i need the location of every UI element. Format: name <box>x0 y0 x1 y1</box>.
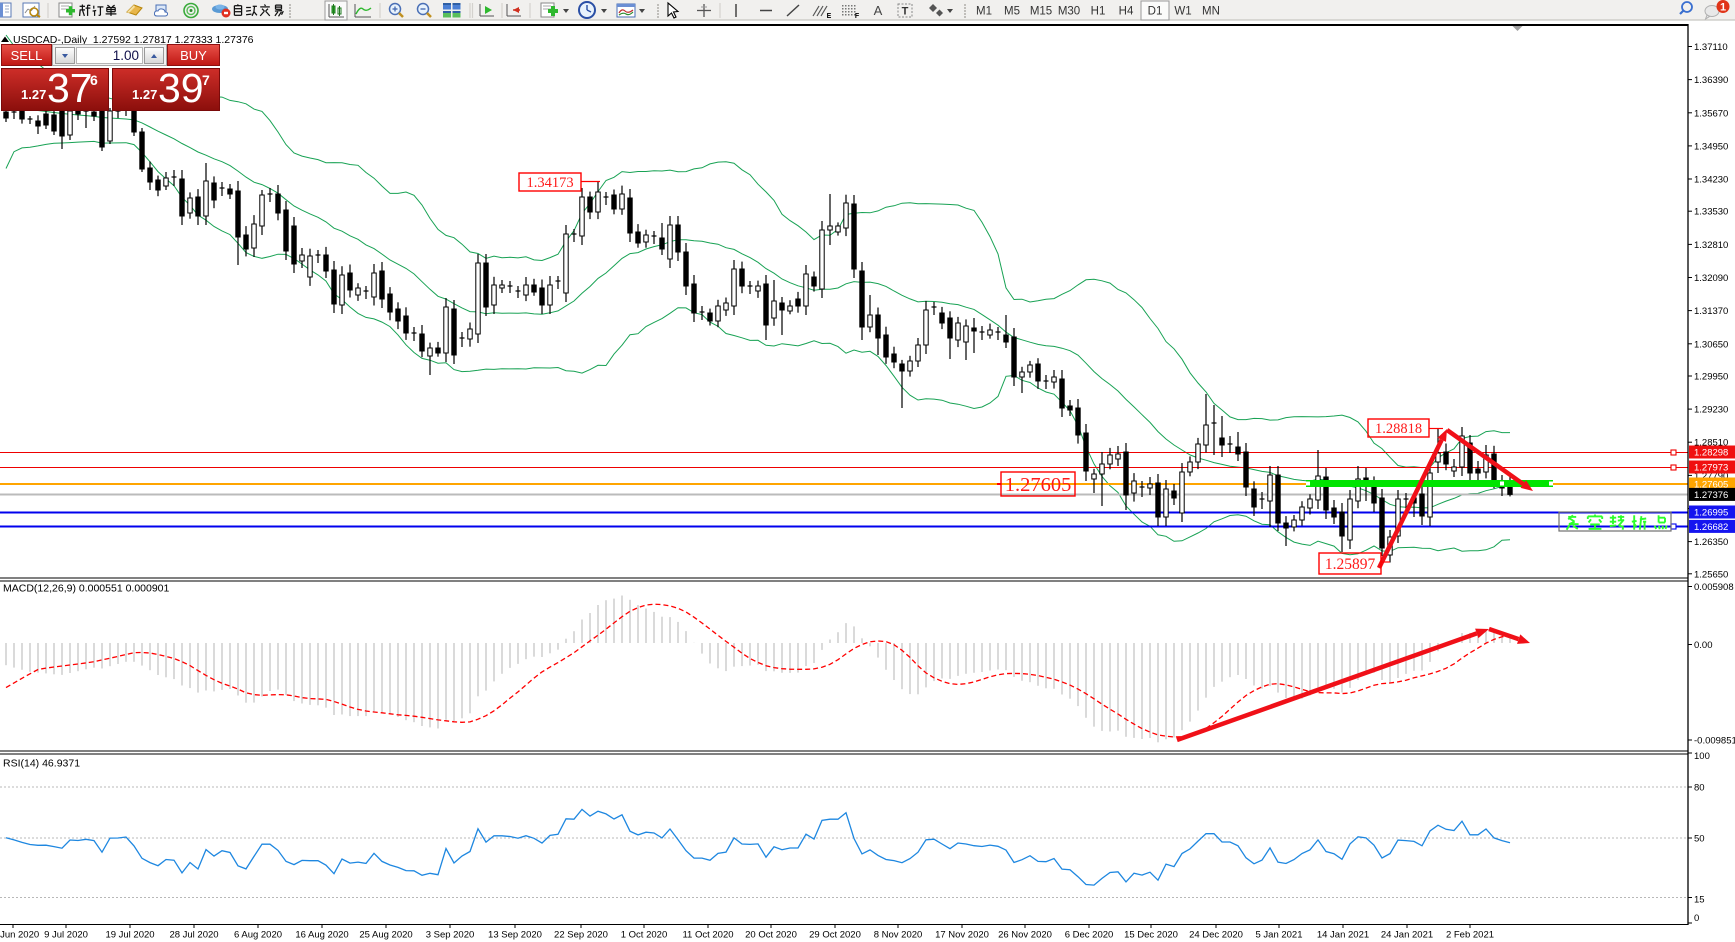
svg-text:1.33530: 1.33530 <box>1694 207 1728 218</box>
svg-text:1.26350: 1.26350 <box>1694 537 1728 548</box>
svg-text:6 Dec 2020: 6 Dec 2020 <box>1065 930 1114 941</box>
svg-text:100: 100 <box>1694 751 1710 762</box>
svg-text:1.28298: 1.28298 <box>1694 448 1728 459</box>
svg-text:1.37110: 1.37110 <box>1694 42 1728 53</box>
svg-text:-0.009851: -0.009851 <box>1694 736 1735 747</box>
svg-text:16 Aug 2020: 16 Aug 2020 <box>295 930 348 941</box>
svg-text:MACD(12,26,9) 0.000551 0.00090: MACD(12,26,9) 0.000551 0.000901 <box>3 583 170 595</box>
svg-text:M1: M1 <box>976 6 992 18</box>
svg-text:1.30650: 1.30650 <box>1694 339 1728 350</box>
svg-text:1.34230: 1.34230 <box>1694 175 1728 186</box>
svg-text:50: 50 <box>1694 834 1705 845</box>
svg-text:1.34950: 1.34950 <box>1694 141 1728 152</box>
svg-text:1.29950: 1.29950 <box>1694 372 1728 383</box>
svg-text:MN: MN <box>1202 6 1220 18</box>
svg-text:M15: M15 <box>1030 6 1052 18</box>
svg-text:28 Jul 2020: 28 Jul 2020 <box>169 930 218 941</box>
svg-text:30 Jun 2020: 30 Jun 2020 <box>0 930 39 941</box>
svg-text:0: 0 <box>1694 913 1699 924</box>
svg-text:29 Oct 2020: 29 Oct 2020 <box>809 930 861 941</box>
svg-text:22 Sep 2020: 22 Sep 2020 <box>554 930 608 941</box>
svg-text:1.27376: 1.27376 <box>1694 490 1728 501</box>
svg-text:W1: W1 <box>1174 6 1191 18</box>
svg-text:24 Dec 2020: 24 Dec 2020 <box>1189 930 1243 941</box>
svg-text:A: A <box>874 3 883 18</box>
svg-text:25 Aug 2020: 25 Aug 2020 <box>359 930 412 941</box>
svg-text:2 Feb 2021: 2 Feb 2021 <box>1446 930 1494 941</box>
svg-text:E: E <box>827 13 832 20</box>
svg-text:15: 15 <box>1694 895 1705 906</box>
svg-text:1 Oct 2020: 1 Oct 2020 <box>621 930 667 941</box>
svg-text:24 Jan 2021: 24 Jan 2021 <box>1381 930 1433 941</box>
svg-text:1: 1 <box>1720 2 1726 14</box>
svg-text:80: 80 <box>1694 783 1705 794</box>
svg-text:8 Nov 2020: 8 Nov 2020 <box>874 930 923 941</box>
svg-text:1.32810: 1.32810 <box>1694 240 1728 251</box>
svg-text:17 Nov 2020: 17 Nov 2020 <box>935 930 989 941</box>
svg-text:D1: D1 <box>1148 6 1163 18</box>
svg-text:M30: M30 <box>1058 6 1080 18</box>
svg-text:1.27605: 1.27605 <box>1694 480 1728 491</box>
svg-text:6 Aug 2020: 6 Aug 2020 <box>234 930 282 941</box>
svg-text:1.32090: 1.32090 <box>1694 273 1728 284</box>
svg-text:1.35670: 1.35670 <box>1694 108 1728 119</box>
svg-text:H1: H1 <box>1091 6 1106 18</box>
svg-text:1.26995: 1.26995 <box>1694 508 1728 519</box>
svg-text:15 Dec 2020: 15 Dec 2020 <box>1124 930 1178 941</box>
svg-text:F: F <box>855 13 860 20</box>
svg-text:1.36390: 1.36390 <box>1694 75 1728 86</box>
svg-text:1.31370: 1.31370 <box>1694 306 1728 317</box>
svg-text:5 Jan 2021: 5 Jan 2021 <box>1255 930 1302 941</box>
svg-text:19 Jul 2020: 19 Jul 2020 <box>105 930 154 941</box>
svg-text:USDCAD-,Daily 1.27592 1.27817: USDCAD-,Daily 1.27592 1.27817 1.27333 1.… <box>13 34 254 46</box>
svg-text:13 Sep 2020: 13 Sep 2020 <box>488 930 542 941</box>
svg-text:1.25650: 1.25650 <box>1694 569 1728 580</box>
svg-text:1.34173: 1.34173 <box>526 175 573 191</box>
svg-text:1.28510: 1.28510 <box>1694 438 1728 449</box>
svg-text:M5: M5 <box>1004 6 1020 18</box>
svg-text:1.25897: 1.25897 <box>1325 556 1376 573</box>
svg-text:0.005908: 0.005908 <box>1694 582 1734 593</box>
svg-text:1.28818: 1.28818 <box>1375 421 1422 437</box>
svg-text:1.27973: 1.27973 <box>1694 463 1728 474</box>
svg-text:9 Jul 2020: 9 Jul 2020 <box>44 930 88 941</box>
svg-text:1.29230: 1.29230 <box>1694 405 1728 416</box>
svg-text:3 Sep 2020: 3 Sep 2020 <box>426 930 475 941</box>
svg-text:20 Oct 2020: 20 Oct 2020 <box>745 930 797 941</box>
svg-text:H4: H4 <box>1119 6 1134 18</box>
svg-text:26 Nov 2020: 26 Nov 2020 <box>998 930 1052 941</box>
svg-text:1.26682: 1.26682 <box>1694 522 1728 533</box>
svg-text:1.27790: 1.27790 <box>1694 471 1728 482</box>
svg-text:0.00: 0.00 <box>1694 640 1713 651</box>
svg-text:T: T <box>902 6 909 18</box>
svg-text:14 Jan 2021: 14 Jan 2021 <box>1317 930 1369 941</box>
svg-text:11 Oct 2020: 11 Oct 2020 <box>682 930 733 941</box>
svg-text:RSI(14) 46.9371: RSI(14) 46.9371 <box>3 758 80 770</box>
svg-text:1.27605: 1.27605 <box>1005 474 1072 496</box>
